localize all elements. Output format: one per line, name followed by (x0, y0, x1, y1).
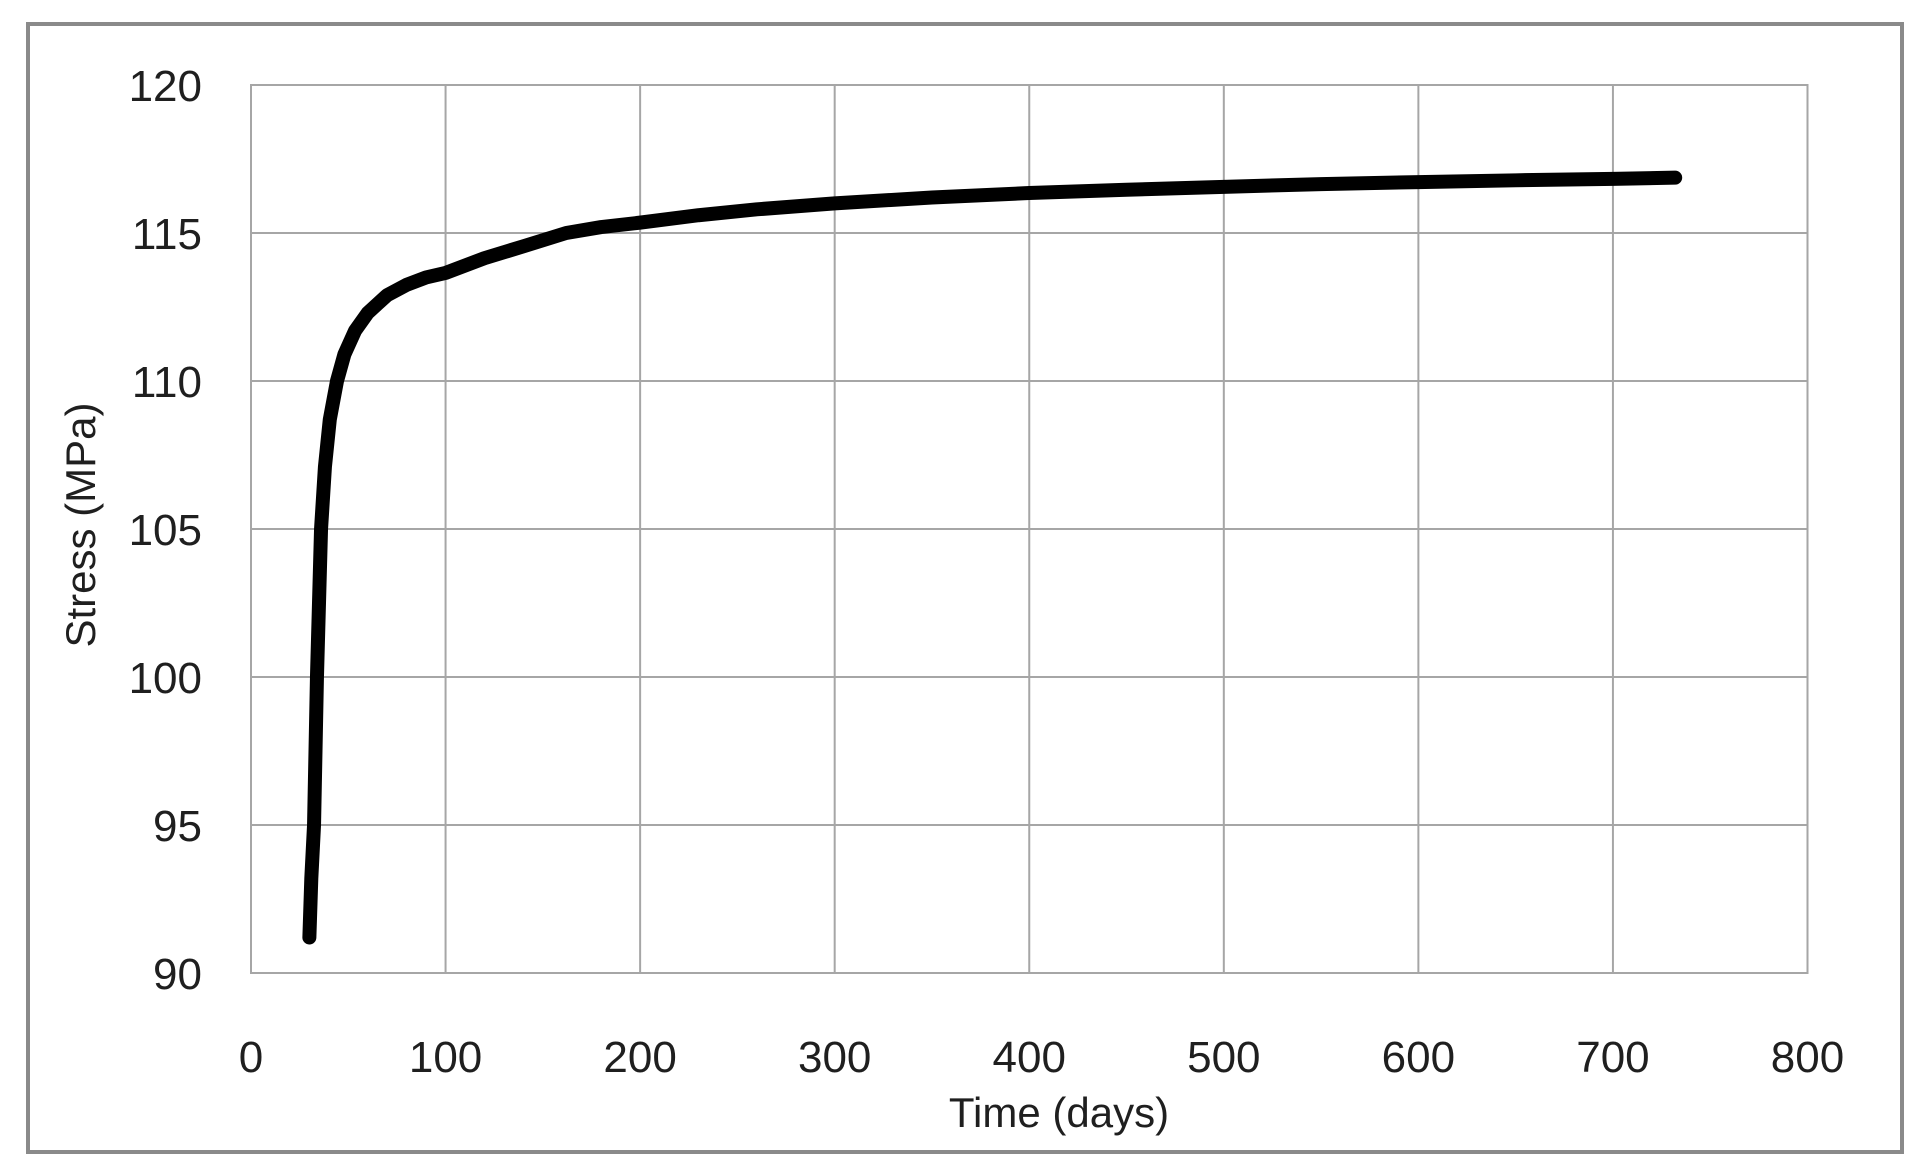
x-tick-label: 300 (798, 1033, 871, 1082)
x-tick-label: 100 (409, 1033, 482, 1082)
x-tick-label: 700 (1576, 1033, 1649, 1082)
y-tick-label: 90 (153, 950, 202, 999)
x-tick-label: 400 (993, 1033, 1066, 1082)
gridlines (250, 84, 1809, 974)
x-tick-label: 800 (1771, 1033, 1844, 1082)
y-tick-label: 115 (132, 210, 202, 259)
y-axis-title: Stress (MPa) (57, 402, 104, 647)
x-axis-title: Time (days) (949, 1089, 1169, 1136)
stress-curve (302, 170, 1683, 945)
chart-frame (26, 22, 1904, 1154)
x-tick-label: 200 (603, 1033, 676, 1082)
y-tick-label: 100 (129, 654, 202, 703)
x-tick-label: 600 (1382, 1033, 1455, 1082)
x-tick-label: 500 (1187, 1033, 1260, 1082)
y-tick-label: 120 (129, 62, 202, 111)
x-axis-tick-labels: 0 100 200 300 400 500 600 700 800 (239, 1033, 1844, 1082)
y-axis-tick-labels: 90 95 100 105 110 115 120 (129, 62, 202, 999)
y-tick-label: 110 (132, 358, 202, 407)
x-tick-label: 0 (239, 1033, 263, 1082)
y-tick-label: 105 (129, 506, 202, 555)
y-tick-label: 95 (153, 802, 202, 851)
